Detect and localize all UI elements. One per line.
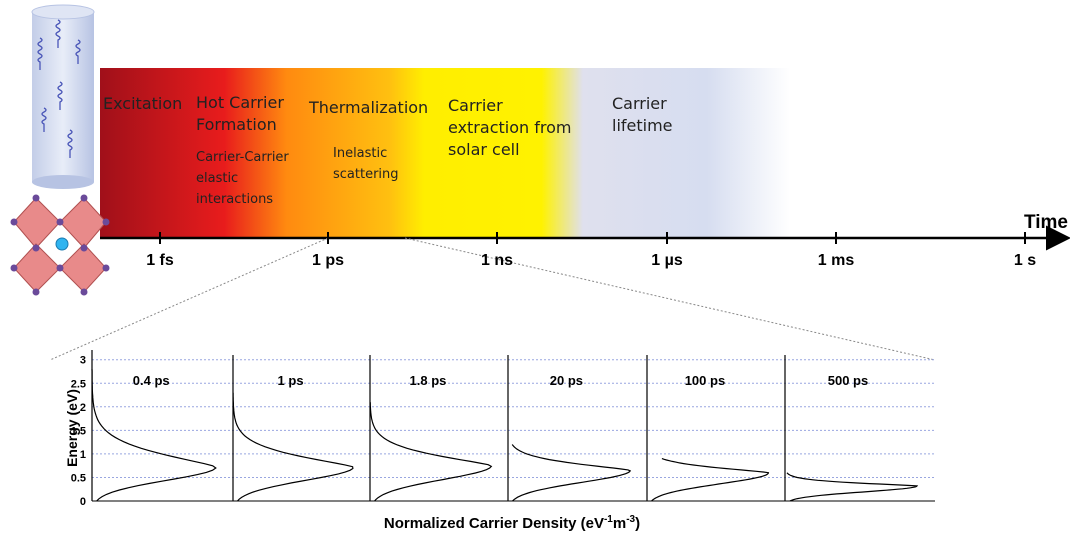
distribution-curve: [232, 392, 354, 502]
phase-title: Thermalization: [309, 98, 429, 117]
panel-label: 0.4 ps: [133, 373, 170, 388]
panel-label: 500 ps: [828, 373, 868, 388]
time-label: Time: [1024, 212, 1068, 233]
time-tick-label: 1 ns: [481, 252, 513, 269]
time-tick-label: 1 µs: [651, 252, 683, 269]
phase-detail: Inelastic scattering: [333, 146, 399, 182]
phase-title: Excitation: [103, 94, 183, 113]
panel-label: 100 ps: [685, 373, 725, 388]
x-label-part: Normalized Carrier Density (eV: [384, 515, 604, 532]
panel-label: 1 ps: [278, 373, 304, 388]
y-tick-label: 2: [80, 402, 86, 414]
zoom-line: [49, 237, 329, 361]
x-label-sup: -1: [604, 514, 613, 525]
phase-detail: Carrier-Carrier elastic interactions: [196, 150, 289, 207]
time-tick-label: 1 s: [1014, 252, 1036, 269]
phase-title: Hot Carrier Formation: [196, 93, 284, 134]
x-label-part: ): [635, 515, 640, 532]
distribution-curve: [786, 472, 919, 502]
y-tick-label: 2.5: [71, 378, 86, 390]
panel-label: 20 ps: [550, 373, 583, 388]
time-tick-label: 1 fs: [146, 252, 174, 269]
y-tick-label: 1.5: [71, 425, 86, 437]
panel-label: 1.8 ps: [410, 373, 447, 388]
y-axis-label: Energy (eV): [64, 389, 80, 467]
light-cylinder: [31, 4, 95, 189]
y-tick-label: 0.5: [71, 472, 86, 484]
x-label-part: m: [613, 515, 626, 532]
distribution-curve: [511, 444, 632, 502]
timescale-band: [100, 68, 790, 237]
zoom-line: [404, 237, 936, 361]
distribution-curve: [651, 458, 770, 502]
y-tick-label: 3: [80, 355, 86, 367]
time-tick-label: 1 ps: [312, 252, 344, 269]
x-axis-label: Normalized Carrier Density (eV-1m-3): [384, 514, 640, 532]
phase-title: Carrier lifetime: [612, 94, 673, 135]
perovskite-structure: [10, 194, 110, 296]
phase-title: Carrier extraction from solar cell: [448, 96, 572, 159]
time-tick-label: 1 ms: [818, 252, 855, 269]
distribution-curve: [91, 369, 217, 502]
x-label-sup: -3: [626, 514, 635, 525]
distribution-curve: [369, 402, 493, 502]
y-tick-label: 0: [80, 496, 86, 508]
y-tick-label: 1: [80, 449, 86, 461]
